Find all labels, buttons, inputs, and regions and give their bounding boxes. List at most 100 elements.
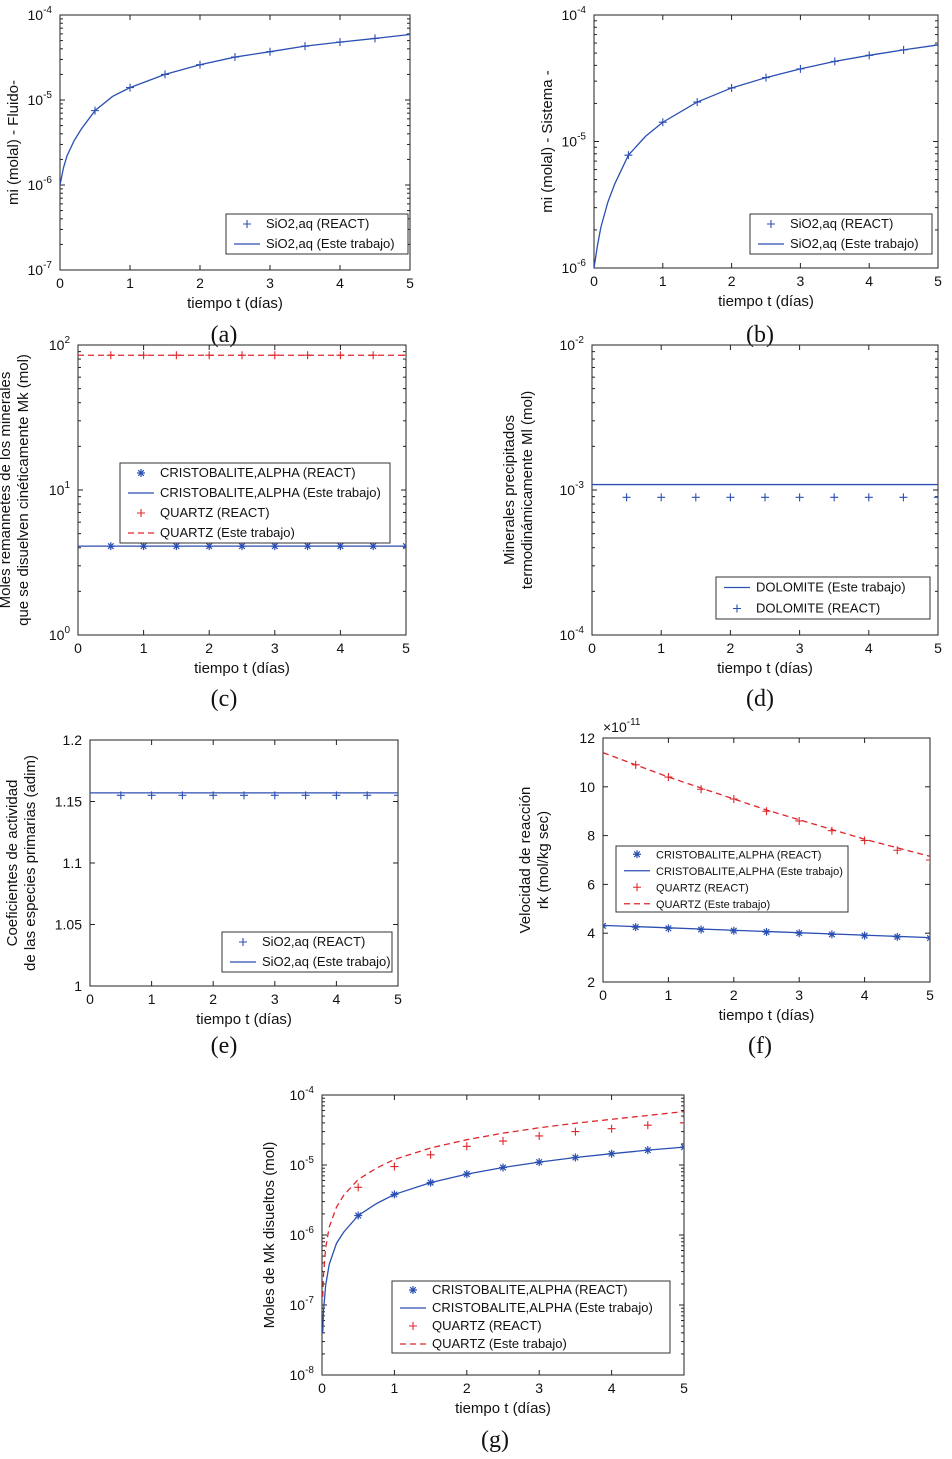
y-tick-label: 10-4 <box>560 625 585 643</box>
y-tick-label: 101 <box>49 480 71 498</box>
data-point <box>697 785 706 794</box>
legend-label: SiO2,aq (Este trabajo) <box>790 236 919 251</box>
data-point <box>607 1124 616 1133</box>
y-axis-label: mi (molal) - Fluido- <box>5 80 22 205</box>
y-tick-label: 10-4 <box>290 1085 315 1103</box>
legend-box <box>715 576 931 620</box>
chart-svg-a: 0 1 2 3 4 5 10-7 10-6 10-5 10-4 tiempo t (días) mi … <box>5 5 414 312</box>
series-g-2 <box>354 1118 684 1192</box>
y-tick-label: 10-5 <box>562 132 587 150</box>
x-axis-label: tiempo t (días) <box>455 1400 551 1417</box>
x-tick-label: 3 <box>271 640 279 656</box>
x-tick-label: 5 <box>934 640 942 656</box>
x-tick-label: 4 <box>336 275 344 291</box>
x-tick-label: 0 <box>74 640 82 656</box>
legend-marker <box>137 469 145 477</box>
series-d-1 <box>622 493 938 502</box>
data-point <box>354 1183 363 1192</box>
legend-label: CRISTOBALITE,ALPHA (Este trabajo) <box>656 866 843 878</box>
legend-label: CRISTOBALITE,ALPHA (Este trabajo) <box>432 1300 653 1315</box>
legend-marker <box>733 604 741 613</box>
y-tick-label: 1.05 <box>55 917 82 933</box>
legend-label: QUARTZ (REACT) <box>432 1318 542 1333</box>
legend-marker <box>633 850 641 859</box>
caption-c: (c) <box>210 686 238 712</box>
chart-svg-g: 0 1 2 3 4 5 10-8 10-7 10-6 10-5 10-4 tiempo t (días… <box>261 1085 688 1417</box>
legend-box <box>221 931 393 973</box>
chart-panel-c: 0 1 2 3 4 5 100 101 102 tiempo t (días) Moles rema… <box>0 335 476 685</box>
x-tick-label: 3 <box>271 991 279 1007</box>
legend-label: DOLOMITE (Este trabajo) <box>756 580 906 595</box>
y-tick-label: 10-7 <box>290 1295 315 1313</box>
x-tick-label: 1 <box>140 640 148 656</box>
legend-label: QUARTZ (Este trabajo) <box>432 1336 567 1351</box>
legend-label: SiO2,aq (Este trabajo) <box>262 954 391 969</box>
y-tick-label: 10-5 <box>28 90 53 108</box>
data-point <box>899 493 908 502</box>
plot-area-a <box>59 14 411 271</box>
x-tick-label: 4 <box>337 640 345 656</box>
chart-panel-b: 0 1 2 3 4 5 10-6 10-5 10-4 tiempo t (días) mi (mol… <box>476 0 952 310</box>
x-tick-label: 2 <box>209 991 217 1007</box>
data-point <box>726 493 735 502</box>
data-point <box>390 1162 399 1171</box>
x-tick-label: 5 <box>934 273 942 289</box>
data-point <box>664 773 673 782</box>
y-tick-label: 1 <box>74 978 82 994</box>
x-tick-label: 5 <box>394 991 402 1007</box>
series-a-1 <box>60 33 410 186</box>
series-line <box>594 44 938 268</box>
caption-f: (f) <box>748 1033 772 1059</box>
x-tick-label: 3 <box>797 273 805 289</box>
x-axis-label: tiempo t (días) <box>719 1007 815 1024</box>
data-point <box>864 493 873 502</box>
legend-label: SiO2,aq (REACT) <box>266 216 369 231</box>
legend-box <box>119 462 391 544</box>
y-axis-label: Moles de Mk disueltos (mol) <box>261 1142 278 1329</box>
y-axis-label-line2: termodinámicamente Ml (mol) <box>519 391 536 589</box>
x-tick-label: 2 <box>205 640 213 656</box>
data-point <box>934 493 938 502</box>
legend-box <box>391 1280 671 1354</box>
legend-label: QUARTZ (Este trabajo) <box>160 525 295 540</box>
y-axis-label-line2: de las especies primarias (adim) <box>22 755 39 971</box>
y-tick-label: 10-3 <box>560 480 585 498</box>
series-g-1 <box>322 1146 684 1333</box>
legend-marker <box>409 1286 417 1294</box>
x-tick-label: 5 <box>680 1380 688 1396</box>
x-tick-label: 1 <box>657 640 665 656</box>
series-f-3 <box>603 752 930 857</box>
y-tick-label: 10-6 <box>28 175 53 193</box>
y-tick-label: 4 <box>587 925 595 941</box>
series-f-2 <box>631 760 930 864</box>
x-tick-label: 3 <box>266 275 274 291</box>
x-tick-label: 4 <box>608 1380 616 1396</box>
y-tick-label: 1.15 <box>55 794 82 810</box>
y-tick-label: 10-4 <box>562 5 587 23</box>
legend-marker <box>243 220 251 228</box>
caption-b: (b) <box>746 322 774 348</box>
legend-label: CRISTOBALITE,ALPHA (REACT) <box>656 849 821 861</box>
data-point <box>860 836 869 845</box>
x-tick-label: 2 <box>730 987 738 1003</box>
x-tick-label: 0 <box>318 1380 326 1396</box>
data-point <box>462 1142 471 1151</box>
y-tick-label: 10 <box>579 779 595 795</box>
legend-a: SiO2,aq (REACT) SiO2,aq (Este trabajo) <box>225 213 409 255</box>
data-point <box>394 791 398 800</box>
legend-marker <box>767 220 775 228</box>
x-tick-label: 0 <box>599 987 607 1003</box>
legend-label: CRISTOBALITE,ALPHA (Este trabajo) <box>160 485 381 500</box>
y-multiplier: ×10-11 <box>603 717 641 735</box>
x-axis-label: tiempo t (días) <box>718 293 814 310</box>
data-point <box>426 1150 435 1159</box>
data-point <box>729 795 738 803</box>
legend-e: SiO2,aq (REACT) SiO2,aq (Este trabajo) <box>221 931 393 973</box>
x-tick-label: 4 <box>333 991 341 1007</box>
y-tick-label: 12 <box>579 730 595 746</box>
legend-label: CRISTOBALITE,ALPHA (REACT) <box>160 465 356 480</box>
x-tick-label: 2 <box>463 1380 471 1396</box>
data-point <box>691 493 700 502</box>
